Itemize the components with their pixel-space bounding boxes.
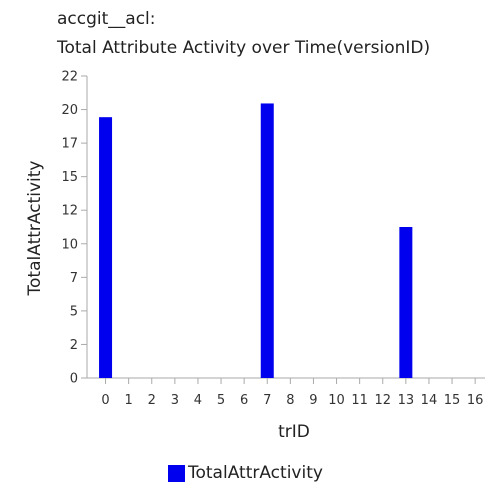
- y-tick-label: 5: [70, 304, 78, 319]
- legend-swatch: [168, 464, 185, 482]
- y-tick-label: 7: [70, 271, 78, 286]
- x-tick-label: 2: [148, 393, 156, 408]
- x-tick-label: 9: [309, 393, 317, 408]
- bars: [99, 103, 413, 379]
- bar: [399, 227, 413, 378]
- y-axis: 0 2 5 7 10 12 15 17 20 22: [61, 70, 88, 387]
- x-tick-label: 0: [101, 393, 109, 408]
- x-tick-label: 6: [240, 393, 248, 408]
- x-tick-label: 12: [374, 393, 391, 408]
- x-axis-title: trID: [278, 422, 310, 442]
- x-tick-label: 10: [328, 393, 345, 408]
- bar: [99, 117, 113, 378]
- legend: TotalAttrActivity: [168, 463, 323, 483]
- x-tick-label: 11: [351, 393, 368, 408]
- y-tick-label: 15: [61, 170, 78, 185]
- x-tick-label: 15: [444, 393, 461, 408]
- x-tick-label: 16: [467, 393, 484, 408]
- x-tick-label: 1: [125, 393, 133, 408]
- y-tick-label: 12: [61, 204, 78, 219]
- y-axis-title: TotalAttrActivity: [25, 161, 45, 297]
- chart-title-line-1: accgit__acl:: [57, 9, 156, 29]
- x-axis: 0 1 2 3 4 5 6 7 8 9 10 11 12 13 14 15 16: [87, 377, 485, 408]
- y-tick-label: 2: [70, 338, 78, 353]
- x-tick-label: 4: [194, 393, 202, 408]
- y-tick-label: 20: [61, 103, 78, 118]
- x-tick-label: 5: [217, 393, 225, 408]
- y-tick-label: 10: [61, 237, 78, 252]
- x-tick-label: 3: [171, 393, 179, 408]
- legend-label: TotalAttrActivity: [188, 463, 323, 483]
- bar: [260, 103, 274, 379]
- x-tick-label: 14: [421, 393, 438, 408]
- chart-title-line-2: Total Attribute Activity over Time(versi…: [57, 38, 431, 58]
- x-tick-label: 13: [398, 393, 415, 408]
- y-tick-label: 17: [61, 137, 78, 152]
- x-tick-label: 8: [286, 393, 294, 408]
- y-tick-label: 0: [70, 372, 78, 387]
- x-tick-label: 7: [263, 393, 271, 408]
- y-tick-label: 22: [61, 70, 78, 85]
